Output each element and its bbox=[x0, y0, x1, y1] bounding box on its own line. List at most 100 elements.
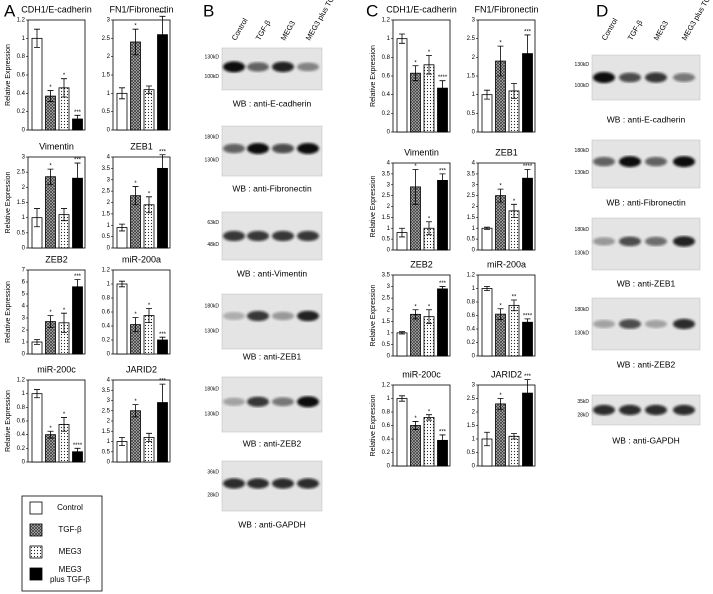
blot-band bbox=[247, 230, 269, 242]
error-bar bbox=[412, 65, 419, 82]
significance: **** bbox=[73, 443, 83, 449]
y-tick-label: 2.5 bbox=[467, 396, 476, 402]
significance: * bbox=[49, 164, 52, 170]
mw-marker: 28kD bbox=[577, 413, 589, 419]
error-bar bbox=[119, 87, 125, 100]
error-bar bbox=[61, 312, 67, 333]
significance: * bbox=[428, 216, 431, 222]
y-tick-label: 2.5 bbox=[17, 170, 26, 176]
blot-band bbox=[272, 311, 294, 321]
mw-marker: 130kD bbox=[575, 251, 590, 257]
error-bar bbox=[511, 203, 517, 218]
y-tick-label: 3.5 bbox=[382, 273, 391, 279]
y-tick-label: 0 bbox=[387, 464, 391, 470]
y-tick-label: 1.5 bbox=[467, 215, 476, 221]
y-tick-label: 0.4 bbox=[17, 91, 26, 97]
plot-frame bbox=[477, 384, 536, 467]
y-tick-label: 1 bbox=[107, 91, 111, 97]
bar bbox=[31, 37, 43, 131]
y-tick-label: 3.5 bbox=[467, 171, 476, 177]
y-tick-label: 2.5 bbox=[102, 189, 111, 195]
y-tick-label: 1.2 bbox=[102, 268, 111, 274]
y-tick-label: 0.8 bbox=[382, 410, 391, 416]
bar bbox=[116, 283, 128, 355]
error-bar bbox=[47, 90, 54, 102]
y-tick-label: 0 bbox=[107, 128, 111, 134]
y-tick-label: 0.8 bbox=[467, 300, 476, 306]
y-tick-label: 3.5 bbox=[382, 171, 391, 177]
bar bbox=[396, 332, 408, 357]
bar bbox=[508, 304, 520, 357]
error-bar bbox=[119, 437, 125, 446]
y-tick-label: 3 bbox=[387, 182, 391, 188]
y-tick-label: 1.2 bbox=[382, 18, 391, 24]
lane-label: TGF-β bbox=[626, 18, 645, 42]
y-axis-label: Relative Expression bbox=[370, 175, 377, 237]
plot-frame bbox=[112, 19, 171, 131]
y-tick-label: 2 bbox=[107, 419, 111, 425]
bar bbox=[508, 435, 520, 467]
y-tick-label: 1.2 bbox=[382, 383, 391, 389]
blot-band bbox=[272, 478, 294, 489]
mw-marker: 180kD bbox=[205, 303, 220, 309]
error-bar bbox=[524, 169, 531, 188]
y-tick-label: 3 bbox=[472, 383, 476, 389]
error-bar bbox=[61, 417, 67, 432]
significance: * bbox=[414, 304, 417, 310]
error-bar bbox=[159, 154, 166, 183]
mw-marker: 130kD bbox=[205, 412, 220, 418]
blot-band bbox=[297, 143, 319, 154]
bar bbox=[31, 393, 43, 463]
bar bbox=[396, 38, 408, 133]
y-tick-label: 0.6 bbox=[102, 310, 111, 316]
error-bar bbox=[511, 83, 517, 99]
y-tick-label: 5 bbox=[22, 292, 26, 298]
error-bar bbox=[511, 433, 517, 440]
y-tick-label: 2 bbox=[387, 204, 391, 210]
legend-label: Control bbox=[57, 503, 83, 512]
significance: * bbox=[428, 50, 431, 56]
blot-band bbox=[619, 404, 641, 416]
y-tick-label: 1 bbox=[107, 223, 111, 229]
blot-band bbox=[619, 236, 641, 247]
mw-marker: 130kD bbox=[575, 331, 590, 337]
y-tick-label: 1.5 bbox=[102, 429, 111, 435]
error-bar bbox=[426, 414, 432, 421]
significance: *** bbox=[439, 168, 447, 174]
y-tick-label: 2 bbox=[107, 200, 111, 206]
y-tick-label: 2.5 bbox=[102, 408, 111, 414]
y-tick-label: 0.5 bbox=[382, 237, 391, 243]
significance: * bbox=[499, 303, 502, 309]
y-tick-label: 1.5 bbox=[102, 73, 111, 79]
error-bar bbox=[34, 339, 40, 345]
y-tick-label: 0.8 bbox=[382, 55, 391, 61]
y-tick-label: 0.6 bbox=[467, 313, 476, 319]
lane-label: Control bbox=[230, 16, 250, 42]
y-tick-label: 3 bbox=[22, 155, 26, 161]
y-tick-label: 0.6 bbox=[17, 419, 26, 425]
y-tick-label: 3 bbox=[472, 18, 476, 24]
error-bar bbox=[439, 173, 446, 188]
significance: * bbox=[134, 312, 137, 318]
y-tick-label: 1.5 bbox=[382, 215, 391, 221]
y-tick-label: 1 bbox=[107, 439, 111, 445]
blot-caption: WB : anti-ZEB2 bbox=[617, 359, 676, 369]
blot-band bbox=[593, 72, 615, 83]
significance: * bbox=[63, 73, 66, 79]
blot-band bbox=[593, 237, 615, 246]
legend-swatch bbox=[29, 567, 43, 581]
y-tick-label: 0 bbox=[22, 352, 26, 358]
y-tick-label: 1 bbox=[387, 396, 391, 402]
y-tick-label: 0.6 bbox=[17, 73, 26, 79]
error-bar bbox=[399, 227, 405, 238]
significance: * bbox=[499, 41, 502, 47]
y-tick-label: 0.4 bbox=[102, 324, 111, 330]
blot-band bbox=[247, 310, 269, 322]
panel-label: A bbox=[4, 1, 16, 20]
y-tick-label: 7 bbox=[22, 268, 26, 274]
y-tick-label: 0 bbox=[22, 460, 26, 466]
panel-label: B bbox=[203, 1, 214, 20]
error-bar bbox=[61, 78, 67, 98]
blot-band bbox=[593, 156, 615, 167]
y-tick-label: 0.5 bbox=[102, 449, 111, 455]
